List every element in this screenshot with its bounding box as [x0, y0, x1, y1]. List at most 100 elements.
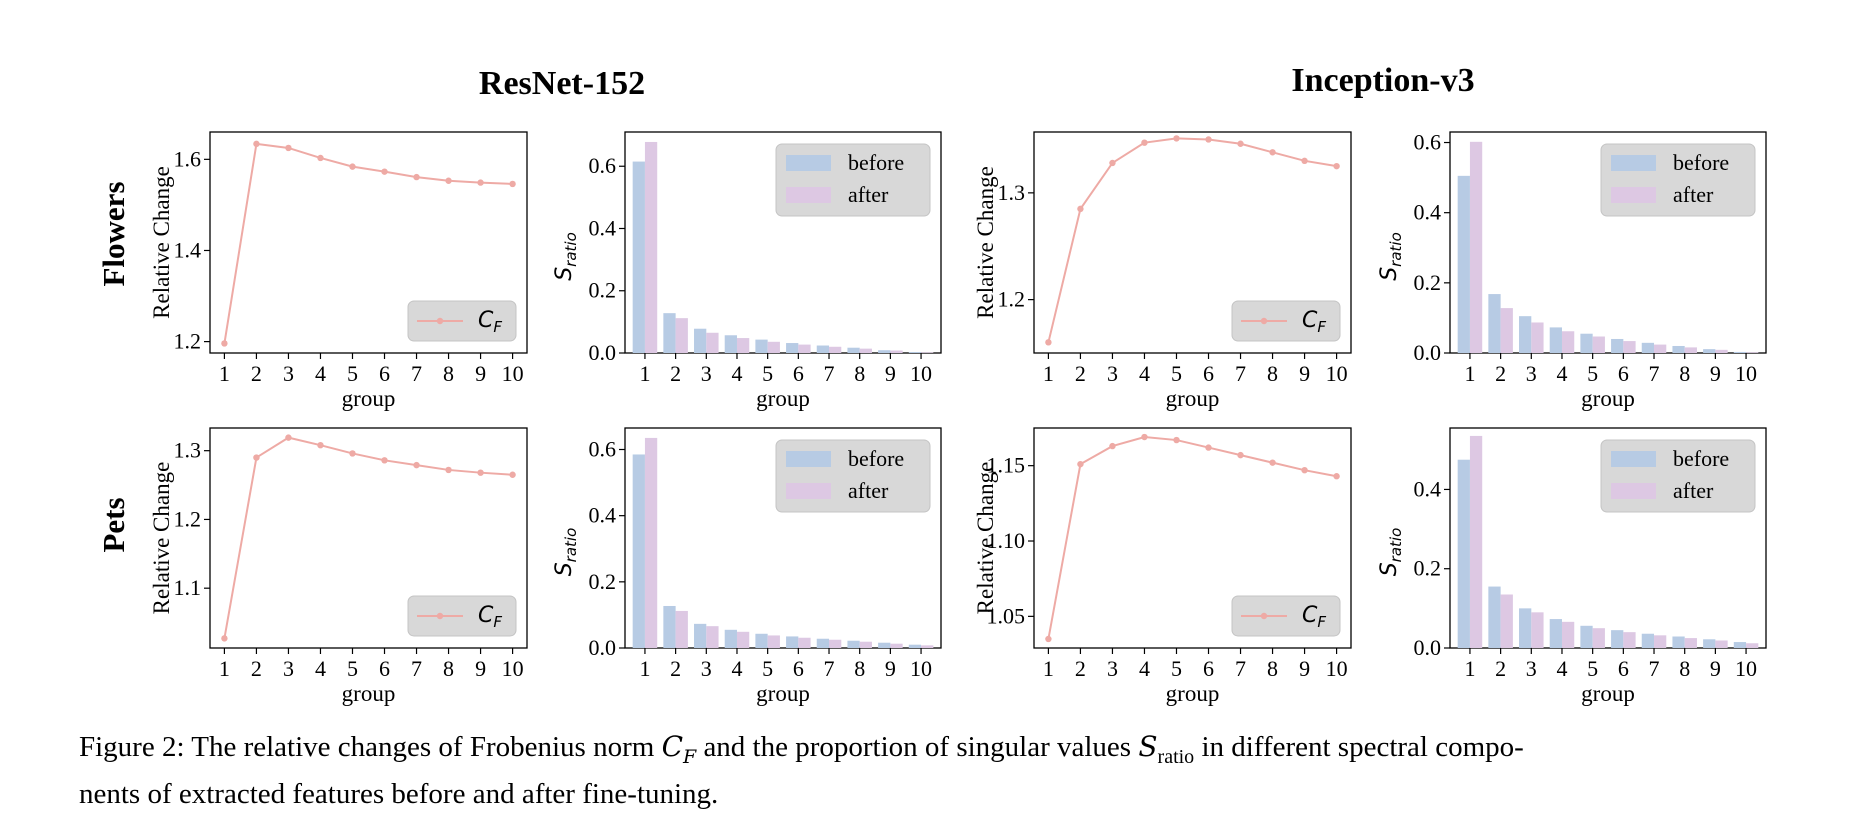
plot-frame	[1449, 131, 1767, 354]
y-tick-label: 1.10	[987, 528, 1026, 553]
caption-prefix: Figure 2: The relative changes of Froben…	[79, 731, 662, 763]
y-tick-label: 1.3	[998, 180, 1026, 205]
bar-before	[878, 642, 891, 648]
bar-before	[663, 605, 676, 648]
data-point	[349, 163, 356, 170]
plot-frame	[1449, 427, 1767, 649]
y-tick-label: 0.4	[1414, 200, 1442, 225]
data-point	[349, 450, 356, 457]
bar-after	[1500, 594, 1513, 648]
bar-after	[736, 338, 750, 353]
chart-resnet-pets-cf: 1.1 1.2 1.3 1 2 3 4 5 6 7 8 9 10 group Relative Change…	[149, 427, 528, 706]
y-axis-label-sub: ratio	[562, 528, 580, 563]
row-label-pets: Pets	[96, 497, 131, 552]
x-tick-label: 7	[824, 656, 835, 681]
x-tick-label: 2	[670, 361, 681, 386]
bar-before	[1457, 175, 1470, 353]
legend-marker-cf	[436, 317, 444, 325]
chart-inception-flowers-s: 0.0 0.2 0.4 0.6 1 2 3 4 5 6 7 8 9 10 group Sratio before…	[1377, 130, 1767, 411]
x-tick-label: 6	[1203, 656, 1214, 681]
data-point	[445, 177, 452, 184]
y-tick-label: 0.0	[1414, 635, 1442, 660]
caption-s-sub: ratio	[1157, 745, 1195, 768]
y-axis-label-main: S	[1377, 267, 1402, 281]
x-tick-label: 2	[1495, 656, 1506, 681]
data-point	[253, 140, 260, 148]
x-tick-label: 2	[251, 656, 262, 681]
data-point	[1109, 159, 1116, 167]
data-point	[445, 466, 452, 474]
column-title-resnet: ResNet-152	[479, 65, 645, 102]
series-line-cf	[1047, 137, 1337, 343]
data-point	[1205, 136, 1212, 143]
x-tick-label: 8	[854, 361, 865, 386]
x-tick-label: 7	[1235, 361, 1246, 386]
x-tick-label: 9	[885, 361, 896, 386]
data-point	[317, 154, 324, 162]
x-tick-label: 6	[1618, 656, 1629, 681]
bar-after	[1623, 341, 1636, 353]
bar-before	[1488, 294, 1501, 353]
legend-label-before: before	[848, 446, 904, 471]
bar-before	[694, 328, 707, 353]
x-tick-label: 8	[1679, 361, 1690, 386]
x-tick-label: 2	[1075, 361, 1086, 386]
bar-before	[1703, 349, 1716, 353]
bar-after	[1746, 643, 1759, 648]
y-axis-label-sub: ratio	[562, 232, 580, 267]
data-point	[1045, 339, 1052, 346]
y-axis-label-sub: ratio	[1387, 232, 1405, 267]
y-tick-label: 1.05	[987, 603, 1026, 628]
legend-label-cf: CF	[478, 603, 502, 631]
y-axis-label-main: S	[1377, 562, 1402, 576]
caption-middle: and the proportion of singular values	[696, 731, 1139, 763]
bar-before	[632, 454, 645, 648]
bar-after	[890, 643, 903, 648]
x-tick-label: 9	[1710, 361, 1721, 386]
row-label-flowers: Flowers	[96, 181, 131, 286]
caption-s-symbol: S	[1138, 730, 1158, 763]
x-tick-label: 3	[283, 656, 294, 681]
bar-before	[1641, 633, 1655, 648]
x-tick-label: 1	[1043, 361, 1054, 386]
x-tick-label: 10	[910, 656, 932, 681]
y-tick-label: 1.15	[987, 453, 1026, 478]
data-point	[1269, 149, 1276, 156]
y-tick-label: 0.6	[589, 437, 617, 462]
x-tick-label: 8	[443, 361, 454, 386]
x-tick-label: 8	[1267, 656, 1278, 681]
data-point	[1269, 459, 1276, 466]
y-tick-label: 0.0	[1414, 340, 1442, 365]
x-tick-label: 6	[379, 656, 390, 681]
legend-marker-cf	[1260, 612, 1268, 620]
x-axis-label: group	[1581, 681, 1635, 706]
data-point	[1141, 139, 1148, 146]
bar-after	[921, 352, 934, 353]
x-tick-label: 4	[731, 361, 742, 386]
data-point	[1237, 140, 1244, 147]
y-tick-label: 1.2	[174, 329, 202, 354]
x-tick-label: 4	[1556, 656, 1567, 681]
data-point	[1109, 442, 1116, 450]
legend-label-before: before	[848, 150, 904, 175]
y-axis-label: Relative Change	[973, 166, 998, 319]
bar-before	[632, 161, 645, 353]
x-axis-label: group	[756, 386, 810, 411]
y-tick-label: 1.6	[174, 146, 202, 171]
caption-suffix: in different spectral compo-	[1194, 731, 1524, 763]
bar-after	[1561, 331, 1575, 353]
x-tick-label: 6	[379, 361, 390, 386]
chart-resnet-flowers-s: 0.0 0.2 0.4 0.6 1 2 3 4 5 6 7 8 9 10 group Sratio before…	[552, 131, 942, 411]
x-tick-label: 1	[1464, 656, 1475, 681]
bar-before	[908, 352, 922, 353]
bar-after	[736, 631, 750, 648]
y-axis-label: Relative Change	[149, 462, 174, 615]
bar-after	[1592, 628, 1605, 648]
bar-after	[859, 348, 872, 353]
legend-swatch-before	[1611, 155, 1656, 171]
chart-inception-pets-cf: 1.05 1.10 1.15 1 2 3 4 5 6 7 8 9 10 group Relative Cha…	[973, 427, 1352, 706]
y-axis-label-main: S	[552, 267, 577, 281]
bar-after	[767, 341, 780, 353]
bar-before	[1519, 608, 1532, 648]
